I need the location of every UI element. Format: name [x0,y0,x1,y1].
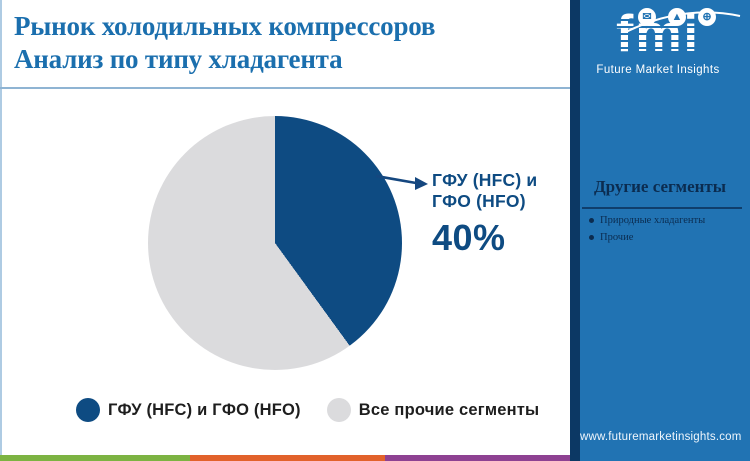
sidebar-bullet-label: Прочие [600,232,634,243]
bullet-dot-icon [589,235,594,240]
pie-chart [148,116,402,370]
sidebar-bullet-item: Прочие [580,231,750,245]
legend-label: Все прочие сегменты [358,400,540,419]
legend-item: Все прочие сегменты [326,398,540,422]
legend-item: ГФУ (HFC) и ГФО (HFO) [76,398,301,422]
fmi-logo: fmi ✉ ▲ ⊕ Future Market Insights [580,0,750,90]
sidebar-heading-underline [582,207,742,209]
header-divider [0,87,570,89]
pie-callout: ГФУ (HFC) и ГФО (HFO) 40% [432,170,537,256]
footer-stripe-segment [190,455,385,461]
website-url-link[interactable]: www.futuremarketinsights.com [580,431,742,443]
left-accent-line [0,0,2,455]
callout-value: 40% [432,217,506,258]
page-title: Рынок холодильных компрессоров Анализ по… [14,10,574,76]
logo-icons-row: ✉ ▲ ⊕ [638,8,716,26]
page-title-line2: Анализ по типу хладагента [14,44,343,74]
chart-legend: ГФУ (HFC) и ГФО (HFO) Все прочие сегмент… [76,398,539,422]
bullet-dot-icon [589,218,594,223]
page-title-line1: Рынок холодильных компрессоров [14,11,436,41]
callout-arrow-icon [375,174,428,190]
logo-tagline: Future Market Insights [596,64,720,76]
callout-label-line1: ГФУ (HFC) и [432,170,538,190]
footer-stripe-segment [385,455,578,461]
sidebar-section-heading: Другие сегменты [593,177,727,196]
sidebar-bullet-label: Природные хладагенты [600,215,706,226]
chart-icon: ▲ [668,8,686,26]
legend-swatch [326,398,351,422]
callout-label-line2: ГФО (HFO) [432,191,526,211]
sidebar: fmi ✉ ▲ ⊕ Future Market Insights Другие … [570,0,750,461]
globe-icon: ⊕ [698,8,716,26]
legend-label: ГФУ (HFC) и ГФО (HFO) [108,400,301,419]
footer-color-stripe [0,455,578,461]
mail-icon: ✉ [638,8,656,26]
footer-stripe-segment [0,455,190,461]
sidebar-bullet-item: Природные хладагенты [580,214,750,228]
legend-swatch [76,398,100,422]
